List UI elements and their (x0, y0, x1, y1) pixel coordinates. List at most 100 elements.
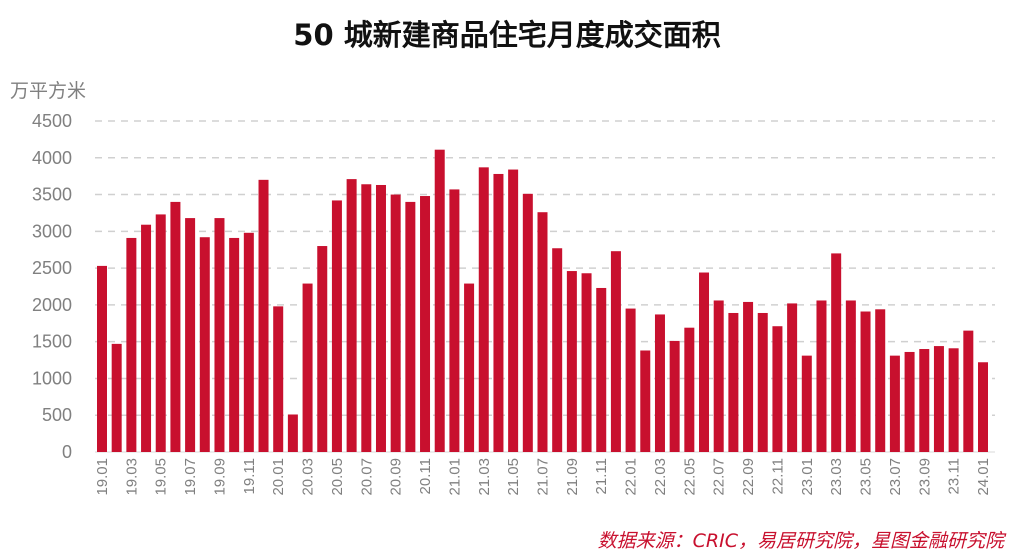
y-axis-ticks: 0 500 1000 1500 2000 2500 3000 3500 4000 4500 (32, 111, 72, 462)
x-tick-label: 22.07 (711, 458, 728, 496)
bar-23.03 (831, 253, 842, 452)
bar-20.04 (317, 246, 328, 452)
x-tick-label: 22.01 (623, 458, 640, 496)
bar-22.09 (743, 301, 754, 452)
bar-23.06 (875, 309, 886, 452)
bar-23.02 (816, 300, 827, 452)
chart-title: 50 城新建商品住宅月度成交面积 (293, 18, 721, 52)
bar-21.08 (552, 248, 563, 452)
bar-21.12 (610, 251, 621, 452)
x-tick-label: 19.11 (241, 458, 258, 494)
x-tick-label: 20.01 (270, 458, 287, 496)
x-tick-label: 21.01 (446, 458, 463, 496)
bar-23.10 (933, 346, 944, 452)
bar-22.02 (640, 350, 651, 452)
bar-23.11 (948, 348, 959, 452)
bar-20.12 (434, 149, 445, 452)
bar-19.08 (199, 237, 210, 452)
bar-20.01 (273, 306, 284, 452)
x-tick-label: 23.01 (799, 458, 816, 496)
bar-19.12 (258, 179, 269, 452)
bar-22.12 (787, 303, 798, 452)
bar-19.03 (126, 237, 137, 452)
x-tick-label: 20.03 (300, 458, 317, 496)
x-axis-ticks: 19.01 19.03 19.05 19.07 19.09 19.11 20.01 20.03… (94, 458, 992, 496)
bar-19.04 (141, 224, 152, 452)
bar-19.02 (111, 343, 122, 452)
x-tick-label: 22.03 (652, 458, 669, 496)
bar-22.06 (699, 272, 710, 452)
bar-21.09 (566, 271, 577, 452)
bar-23.12 (963, 330, 974, 452)
bar-22.03 (654, 314, 665, 452)
bar-22.10 (757, 312, 768, 452)
x-tick-label: 20.09 (388, 458, 405, 496)
bar-19.09 (214, 218, 225, 452)
x-tick-label: 21.05 (505, 458, 522, 496)
x-tick-label: 23.05 (858, 458, 875, 496)
bar-23.08 (904, 351, 915, 452)
y-tick-label: 1000 (32, 368, 72, 388)
bar-19.06 (170, 201, 181, 452)
bar-23.01 (801, 355, 812, 452)
x-tick-label: 23.11 (946, 458, 963, 494)
bar-22.08 (728, 312, 739, 452)
x-tick-label: 21.07 (535, 458, 552, 496)
bar-19.05 (155, 214, 166, 452)
x-tick-label: 19.03 (123, 458, 140, 496)
bar-21.01 (449, 189, 460, 452)
bar-21.06 (522, 193, 533, 452)
bar-21.10 (581, 273, 592, 452)
x-tick-label: 22.09 (740, 458, 757, 496)
bar-23.04 (845, 300, 856, 452)
x-tick-label: 21.03 (476, 458, 493, 496)
x-tick-label: 19.01 (94, 458, 111, 496)
bar-22.11 (772, 326, 783, 452)
x-tick-label: 22.11 (769, 458, 786, 494)
bar-20.09 (390, 194, 401, 452)
bar-21.02 (464, 283, 475, 452)
bar-23.09 (919, 349, 930, 452)
bar-21.03 (478, 167, 489, 452)
bar-22.05 (684, 327, 695, 452)
x-tick-label: 19.05 (153, 458, 170, 496)
bars (97, 149, 988, 453)
x-tick-label: 23.03 (828, 458, 845, 496)
bar-22.07 (713, 300, 724, 452)
y-axis-label: 万平方米 (10, 80, 86, 102)
y-tick-label: 4500 (32, 111, 72, 131)
bar-19.11 (243, 232, 254, 452)
y-tick-label: 1500 (32, 332, 72, 352)
bar-21.11 (596, 287, 607, 452)
bar-19.01 (97, 265, 107, 452)
bar-23.05 (860, 311, 871, 452)
y-tick-label: 0 (62, 442, 72, 462)
y-tick-label: 3500 (32, 185, 72, 205)
y-tick-label: 500 (42, 405, 72, 425)
x-tick-label: 23.07 (887, 458, 904, 496)
bar-23.07 (889, 355, 900, 452)
x-tick-label: 22.05 (681, 458, 698, 496)
x-tick-label: 24.01 (975, 458, 992, 496)
bar-20.08 (375, 184, 386, 453)
bar-19.10 (229, 237, 240, 452)
x-tick-label: 19.07 (182, 458, 199, 496)
bar-21.05 (508, 169, 519, 453)
x-tick-label: 19.09 (211, 458, 228, 496)
bar-20.07 (361, 184, 372, 452)
x-tick-label: 21.11 (593, 458, 610, 494)
bar-24.01 (978, 362, 988, 452)
bar-20.11 (420, 196, 431, 452)
bar-19.07 (185, 218, 196, 452)
x-tick-label: 23.09 (916, 458, 933, 496)
bar-20.02 (287, 414, 298, 452)
source-note: 数据来源：CRIC，易居研究院，星图金融研究院 (598, 530, 1007, 552)
x-tick-label: 20.05 (329, 458, 346, 496)
bar-20.03 (302, 283, 313, 452)
y-tick-label: 2000 (32, 295, 72, 315)
bar-21.07 (537, 212, 548, 452)
y-tick-label: 3000 (32, 221, 72, 241)
bar-21.04 (493, 173, 504, 452)
x-tick-label: 21.09 (564, 458, 581, 496)
